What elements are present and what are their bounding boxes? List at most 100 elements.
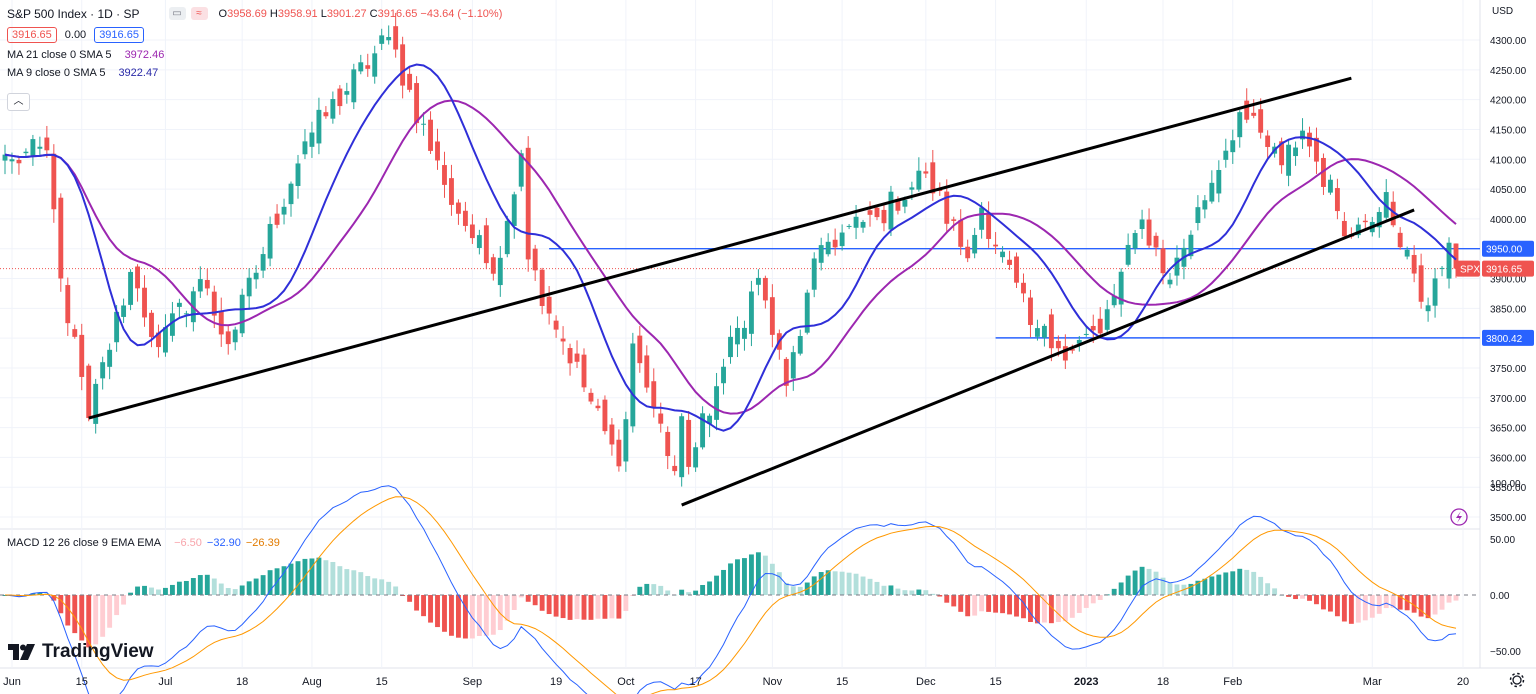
candle-body	[972, 234, 978, 254]
candle-body	[267, 223, 273, 259]
macd-hist-bar	[379, 579, 385, 595]
candle-body	[1146, 219, 1152, 246]
candle-body	[135, 266, 140, 289]
candle-body	[1000, 251, 1006, 258]
macd-hist-bar	[309, 558, 315, 595]
macd-hist-bar	[358, 572, 364, 595]
candle-body	[874, 207, 880, 218]
candle-body	[309, 132, 315, 147]
ma9-legend[interactable]: MA 9 close 0 SMA 5 3922.47	[7, 67, 159, 79]
macd-hist-bar	[937, 595, 943, 597]
macd-legend[interactable]: MACD 12 26 close 9 EMA EMA −6.50 −32.90 …	[7, 537, 280, 549]
macd-hist-bar	[1411, 595, 1417, 613]
candle-body	[462, 210, 468, 226]
candle-body	[121, 305, 127, 317]
candle-body	[839, 232, 845, 247]
candle-body	[323, 112, 329, 117]
macd-hist-bar	[1418, 595, 1424, 617]
trend-lines[interactable]	[88, 76, 1415, 507]
settings-gear-icon[interactable]	[1509, 672, 1525, 688]
macd-hist-bar	[1307, 595, 1312, 601]
candle-body	[1258, 109, 1264, 133]
price-tick-label: 4150.00	[1490, 125, 1527, 136]
candle-body	[1355, 224, 1361, 236]
macd-hist-bar	[679, 589, 685, 595]
candle-body	[107, 349, 113, 367]
macd-hist-bar	[1028, 595, 1033, 622]
macd-hist-bar	[1035, 595, 1040, 624]
macd-hist-bar	[700, 585, 706, 595]
macd-hist-bar	[1355, 595, 1361, 623]
candle-body	[351, 69, 357, 103]
macd-hist-bar	[142, 585, 147, 595]
candle-body	[281, 206, 287, 215]
time-tick-label: Aug	[302, 676, 322, 688]
trend-line	[88, 76, 1352, 420]
macd-hist-bar	[393, 586, 399, 595]
macd-hist-bar	[1174, 584, 1180, 595]
eye-icon[interactable]: ▭	[168, 7, 186, 20]
candle-body	[1090, 325, 1096, 331]
macd-hist-bar	[135, 586, 140, 595]
macd-hist-bar	[993, 595, 999, 613]
candle-body	[9, 159, 15, 162]
macd-hist-bar	[65, 595, 71, 626]
macd-hist-bar	[1048, 595, 1054, 624]
symbol-title[interactable]: S&P 500 Index · 1D · SP	[7, 6, 140, 21]
candle-body	[1069, 349, 1075, 351]
macd-hist-bar	[1397, 595, 1403, 610]
buy-price-box[interactable]: 3916.65	[94, 27, 144, 43]
candle-body	[114, 311, 120, 343]
candle-body	[337, 88, 343, 107]
candle-body	[769, 297, 775, 335]
macd-hist-bar	[888, 585, 894, 595]
macd-hist-bar	[532, 595, 538, 606]
candle-body	[469, 224, 475, 239]
candle-body	[651, 381, 657, 407]
macd-hist-bar	[923, 590, 929, 595]
candle-body	[714, 386, 719, 420]
macd-tick-label: −50.00	[1490, 647, 1521, 658]
candle-series	[2, 12, 1459, 487]
price-tick-label: 3850.00	[1490, 304, 1527, 315]
time-axis[interactable]: Jun 15 Jul 18 Aug 15 Sep 19 Oct 17 Nov 15 Dec 15 2023 1…	[3, 676, 1469, 688]
macd-hist-bar	[1321, 595, 1326, 610]
level-price-tag-text: 3800.42	[1486, 334, 1523, 345]
lightning-icon[interactable]	[1450, 508, 1468, 526]
candle-body	[156, 332, 161, 348]
candle-body	[818, 245, 824, 263]
candle-body	[1174, 257, 1180, 276]
price-tick-label: 3900.00	[1490, 275, 1527, 286]
macd-hist-bar	[149, 587, 154, 595]
candle-body	[783, 358, 789, 386]
compare-icon[interactable]: ≈	[190, 7, 208, 20]
candle-body	[853, 216, 859, 228]
macd-hist-bar	[818, 572, 824, 595]
candle-body	[149, 312, 154, 337]
ma21-legend[interactable]: MA 21 close 0 SMA 5 3972.46	[7, 49, 165, 61]
candle-body	[930, 162, 936, 194]
horizontal-levels[interactable]	[0, 247, 1480, 339]
candle-body	[128, 271, 134, 305]
candle-body	[1118, 271, 1124, 305]
candle-body	[1439, 267, 1445, 269]
macd-hist-bar	[365, 576, 371, 595]
candle-body	[476, 235, 482, 248]
chevron-up-icon[interactable]: ︿	[7, 93, 30, 111]
candle-body	[721, 366, 726, 384]
time-tick-label: 18	[1157, 676, 1169, 688]
macd-hist-bar	[1244, 569, 1250, 595]
macd-hist-bar	[1132, 570, 1138, 595]
macd-hist-bar	[755, 552, 761, 595]
time-tick-label: 15	[836, 676, 848, 688]
candle-body	[1404, 249, 1410, 257]
macd-hist-bar	[1314, 595, 1319, 605]
sell-price-box[interactable]: 3916.65	[7, 27, 57, 43]
tradingview-logo[interactable]: TradingView	[8, 641, 154, 663]
price-tick-label: 4100.00	[1490, 155, 1527, 166]
macd-hist-bar	[1251, 571, 1257, 595]
macd-hist-bar	[330, 561, 336, 595]
macd-hist-bar	[30, 593, 36, 595]
